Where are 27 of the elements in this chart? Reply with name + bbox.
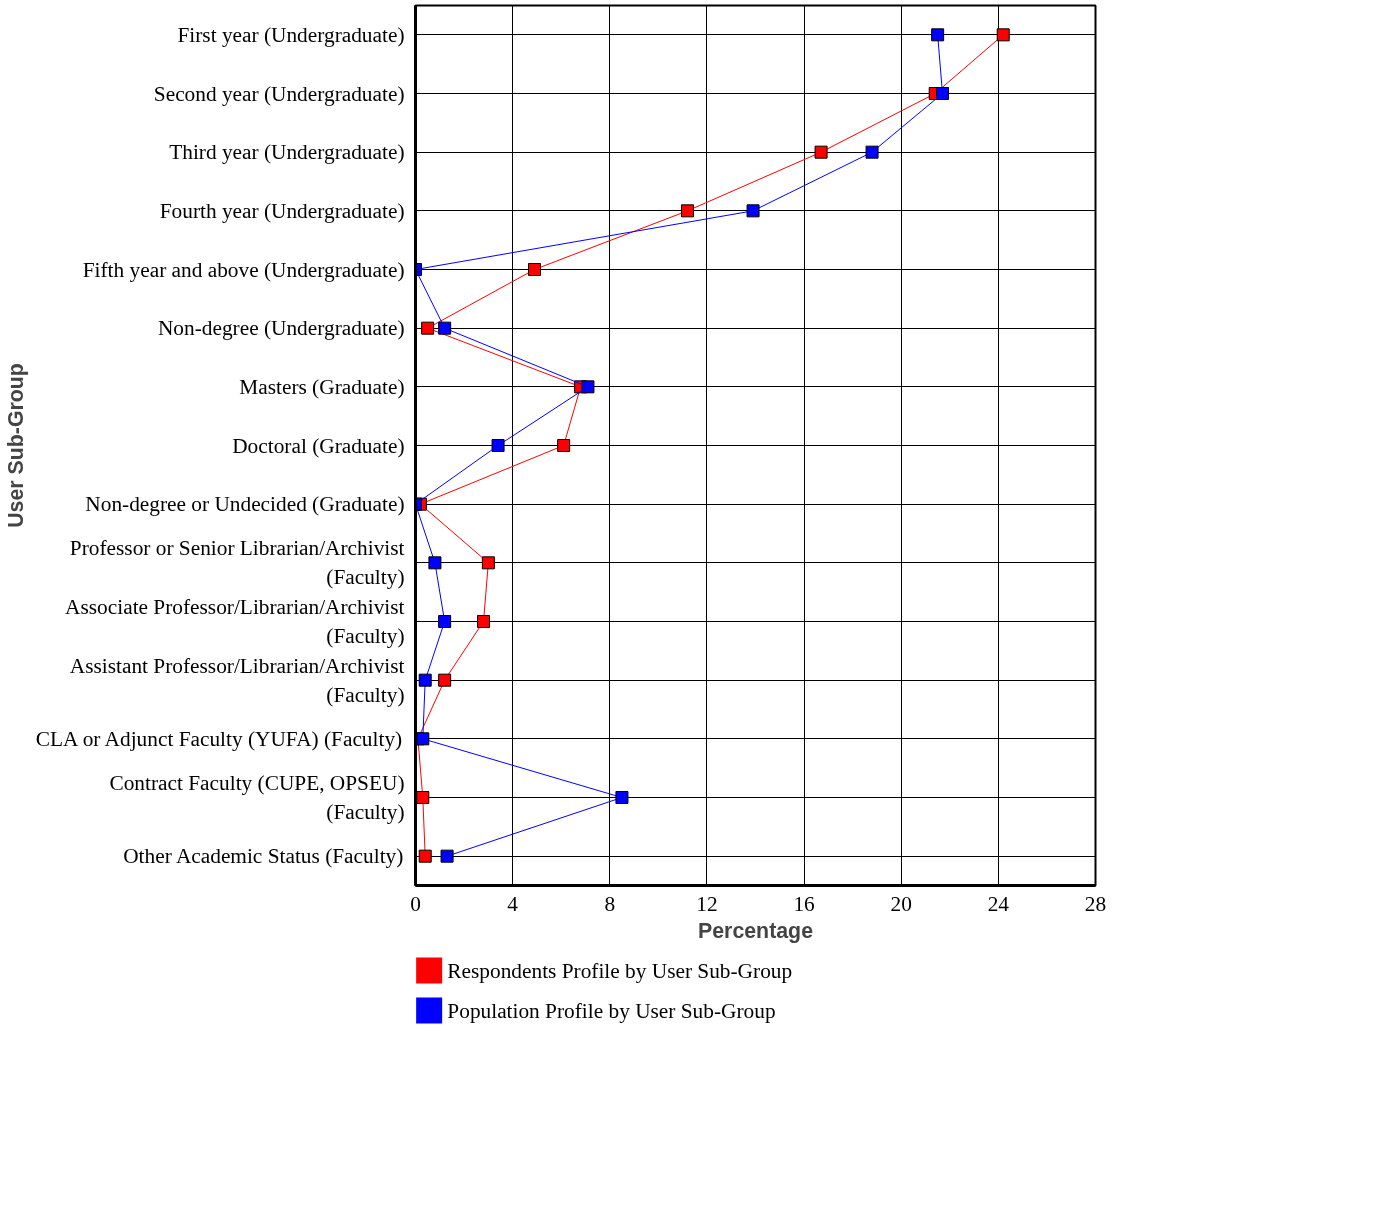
legend-label: Population Profile by User Sub-Group xyxy=(447,998,776,1023)
x-tick-label: 16 xyxy=(793,891,816,916)
x-tick-label: 20 xyxy=(890,891,912,916)
x-tick-label: 28 xyxy=(1084,891,1107,916)
legend-label: Respondents Profile by User Sub-Group xyxy=(447,958,793,983)
x-tick-label: 0 xyxy=(410,891,421,916)
x-tick-label: 24 xyxy=(987,891,1010,916)
y-tick-label: Professor or Senior Librarian/Archivist (Faculty) xyxy=(69,536,405,590)
y-tick-label: Non-degree (Undergraduate) xyxy=(157,316,405,341)
y-tick-label: Second year (Undergraduate) xyxy=(153,81,405,106)
y-axis-title: User Sub-Group xyxy=(3,363,28,528)
y-tick-label: Masters (Graduate) xyxy=(239,374,405,399)
y-tick-label: Third year (Undergraduate) xyxy=(169,140,405,165)
y-tick-label: Other Academic Status (Faculty) xyxy=(123,844,404,869)
y-tick-label: Associate Professor/Librarian/Archivist (Faculty) xyxy=(65,595,405,648)
y-tick-label: Fifth year and above (Undergraduate) xyxy=(82,257,405,282)
y-tick-label: First year (Undergraduate) xyxy=(177,22,405,47)
y-tick-label: Fourth year (Undergraduate) xyxy=(159,198,405,223)
x-tick-label: 12 xyxy=(696,891,718,916)
x-tick-label: 4 xyxy=(507,891,519,916)
y-tick-label: Non-degree or Undecided (Graduate) xyxy=(85,492,405,517)
y-tick-label: CLA or Adjunct Faculty (YUFA) (Faculty) xyxy=(35,726,403,751)
y-tick-label: Doctoral (Graduate) xyxy=(232,433,405,458)
x-tick-label: 8 xyxy=(604,891,616,916)
y-tick-label: Contract Faculty (CUPE, OPSEU) (Faculty) xyxy=(109,771,405,824)
y-tick-label: Assistant Professor/Librarian/Archivist (Faculty) xyxy=(69,653,405,707)
x-axis-title: Percentage xyxy=(698,918,814,943)
